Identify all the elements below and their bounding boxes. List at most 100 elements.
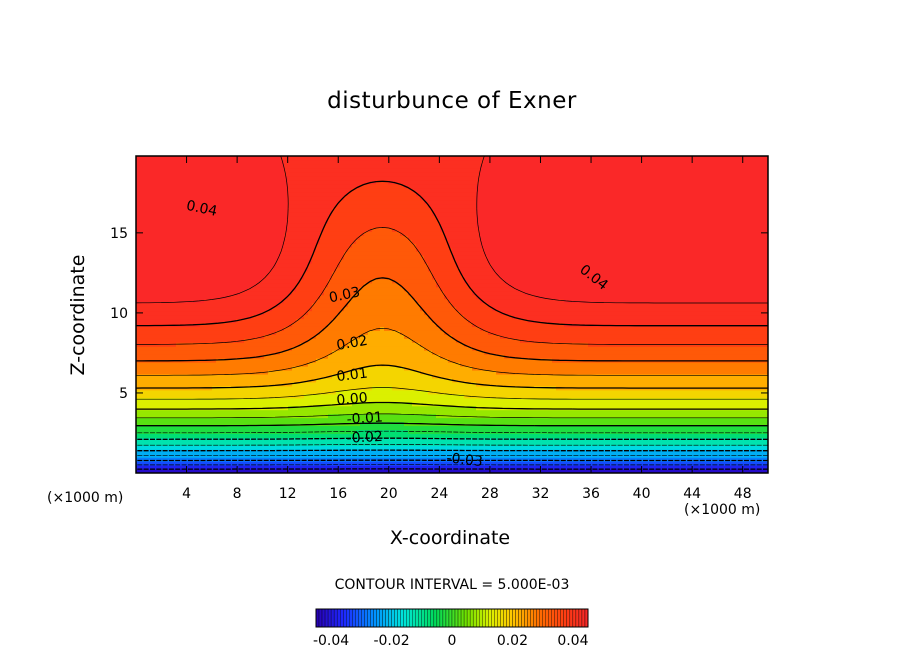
field-cell xyxy=(228,227,233,232)
field-cell xyxy=(296,290,301,296)
field-cell xyxy=(136,425,141,431)
field-cell xyxy=(188,457,193,462)
field-cell xyxy=(204,377,209,383)
field-cell xyxy=(308,334,313,339)
field-cell xyxy=(316,159,321,165)
field-cell xyxy=(168,294,173,300)
field-cell xyxy=(252,239,257,244)
field-cell xyxy=(204,433,209,438)
field-cell xyxy=(196,183,201,189)
field-cell xyxy=(352,211,357,217)
field-cell xyxy=(304,465,309,470)
field-cell xyxy=(312,389,317,395)
field-cell xyxy=(192,274,197,280)
field-cell xyxy=(228,405,233,411)
field-cell xyxy=(284,286,289,292)
field-cell xyxy=(368,362,373,367)
field-cell xyxy=(236,259,241,264)
field-cell xyxy=(220,338,225,343)
field-cell xyxy=(152,413,157,419)
field-cell xyxy=(192,282,197,288)
field-cell xyxy=(288,179,293,185)
field-cell xyxy=(188,469,193,473)
field-cell xyxy=(276,445,281,450)
field-cell xyxy=(260,270,265,276)
field-cell xyxy=(348,239,353,244)
field-cell xyxy=(152,231,157,236)
field-cell xyxy=(332,302,337,308)
field-cell xyxy=(328,191,333,197)
field-cell xyxy=(360,243,365,248)
field-cell xyxy=(324,183,329,189)
field-cell xyxy=(380,322,385,327)
field-cell xyxy=(304,322,309,327)
field-cell xyxy=(308,449,313,454)
field-cell xyxy=(268,358,273,363)
field-cell xyxy=(264,457,269,462)
field-cell xyxy=(168,413,173,419)
field-cell xyxy=(236,274,241,280)
field-cell xyxy=(144,163,149,169)
field-cell xyxy=(188,445,193,450)
field-cell xyxy=(180,381,185,387)
field-cell xyxy=(372,203,377,209)
field-cell xyxy=(140,191,145,197)
field-cell xyxy=(296,465,301,470)
field-cell xyxy=(328,457,333,462)
field-cell xyxy=(332,215,337,220)
field-cell xyxy=(320,223,325,228)
field-cell xyxy=(344,203,349,209)
field-cell xyxy=(204,310,209,316)
field-cell xyxy=(328,203,333,209)
field-cell xyxy=(284,461,289,466)
field-cell xyxy=(288,247,293,252)
field-cell xyxy=(196,381,201,387)
field-cell xyxy=(144,302,149,308)
field-cell xyxy=(368,215,373,220)
field-cell xyxy=(376,441,381,446)
field-cell xyxy=(360,278,365,284)
field-cell xyxy=(320,274,325,280)
field-cell xyxy=(204,457,209,462)
field-cell xyxy=(196,330,201,335)
field-cell xyxy=(144,377,149,383)
field-cell xyxy=(268,425,273,431)
field-cell xyxy=(208,377,213,383)
field-cell xyxy=(216,294,221,300)
field-cell xyxy=(208,330,213,335)
field-cell xyxy=(364,259,369,264)
field-cell xyxy=(272,449,277,454)
field-cell xyxy=(176,171,181,177)
field-cell xyxy=(380,385,385,391)
field-cell xyxy=(364,429,369,434)
field-cell xyxy=(260,227,265,232)
field-cell xyxy=(152,465,157,470)
field-cell xyxy=(224,457,229,462)
field-cell xyxy=(184,167,189,173)
field-cell xyxy=(224,195,229,201)
field-cell xyxy=(364,255,369,260)
field-cell xyxy=(228,354,233,359)
field-cell xyxy=(252,179,257,185)
field-cell xyxy=(216,362,221,367)
field-cell xyxy=(368,282,373,288)
field-cell xyxy=(184,417,189,423)
field-cell xyxy=(244,171,249,177)
field-cell xyxy=(176,235,181,240)
field-cell xyxy=(352,373,357,379)
field-cell xyxy=(228,381,233,387)
field-cell xyxy=(264,389,269,395)
field-cell xyxy=(228,159,233,165)
field-cell xyxy=(240,449,245,454)
field-cell xyxy=(216,326,221,331)
field-cell xyxy=(160,286,165,292)
field-cell xyxy=(364,338,369,343)
field-cell xyxy=(248,159,253,165)
field-cell xyxy=(328,465,333,470)
field-cell xyxy=(160,421,165,427)
field-cell xyxy=(284,393,289,399)
field-cell xyxy=(220,247,225,252)
field-cell xyxy=(136,259,141,264)
field-cell xyxy=(168,354,173,359)
field-cell xyxy=(320,377,325,383)
